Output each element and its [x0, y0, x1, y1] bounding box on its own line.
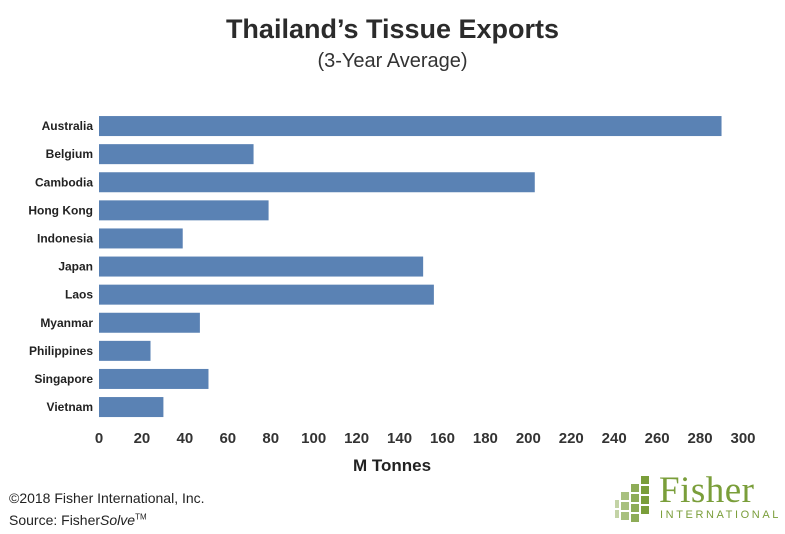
x-axis-label: M Tonnes: [353, 456, 431, 475]
x-tick-label: 240: [602, 430, 627, 447]
category-label: Indonesia: [37, 231, 93, 245]
bar-singapore: [99, 368, 209, 389]
bar-australia: [99, 116, 722, 137]
source-italic: Solve: [100, 512, 136, 528]
category-label: Vietnam: [47, 400, 93, 414]
x-tick-label: 180: [473, 430, 498, 447]
x-tick-label: 60: [219, 430, 236, 447]
x-tick-label: 160: [430, 430, 455, 447]
category-label: Laos: [65, 288, 93, 302]
bar-myanmar: [99, 312, 200, 333]
category-label: Philippines: [29, 344, 93, 358]
bar-cambodia: [99, 172, 535, 193]
category-label: Singapore: [34, 372, 93, 386]
x-tick-label: 20: [134, 430, 151, 447]
x-tick-label: 100: [301, 430, 326, 447]
x-tick-label: 120: [344, 430, 369, 447]
x-tick-labels-group: 0 20 40 60 80 100 120 140 160 180 200 220 240 260 280 3…: [95, 430, 756, 447]
bars-group: [99, 116, 722, 418]
bar-laos: [99, 284, 434, 305]
x-tick-label: 0: [95, 430, 103, 447]
fisher-logo: Fisher INTERNATIONAL: [615, 470, 781, 526]
x-tick-label: 140: [387, 430, 412, 447]
x-tick-label: 300: [730, 430, 755, 447]
bar-philippines: [99, 340, 151, 361]
bar-hong-kong: [99, 200, 269, 221]
x-tick-label: 260: [645, 430, 670, 447]
trademark-mark: TM: [135, 512, 147, 522]
fisher-grid-logo-icon: [615, 476, 649, 522]
bar-vietnam: [99, 397, 164, 418]
category-label: Belgium: [46, 147, 93, 161]
source-prefix: Source: Fisher: [9, 512, 101, 528]
bar-japan: [99, 256, 424, 277]
chart-title: Thailand’s Tissue Exports: [225, 14, 560, 44]
category-label: Australia: [42, 119, 94, 133]
category-label: Japan: [58, 260, 93, 274]
category-label: Myanmar: [40, 316, 93, 330]
logo-subtitle: INTERNATIONAL: [660, 509, 781, 521]
x-tick-label: 280: [688, 430, 713, 447]
category-label: Cambodia: [35, 175, 93, 189]
bar-chart: Australia Belgium Cambodia Hong Kong Indones…: [28, 116, 756, 475]
x-tick-label: 220: [559, 430, 584, 447]
logo-wordmark: Fisher: [659, 470, 755, 511]
category-label: Hong Kong: [28, 203, 93, 217]
bar-belgium: [99, 144, 254, 165]
bar-indonesia: [99, 228, 183, 249]
x-tick-label: 40: [177, 430, 194, 447]
source-text: Source: FisherSolveTM: [9, 512, 147, 528]
category-labels-group: Australia Belgium Cambodia Hong Kong Indones…: [28, 119, 93, 414]
copyright-text: ©2018 Fisher International, Inc.: [9, 490, 205, 506]
chart-subtitle: (3-Year Average): [317, 50, 468, 72]
x-tick-label: 80: [262, 430, 279, 447]
x-tick-label: 200: [516, 430, 541, 447]
